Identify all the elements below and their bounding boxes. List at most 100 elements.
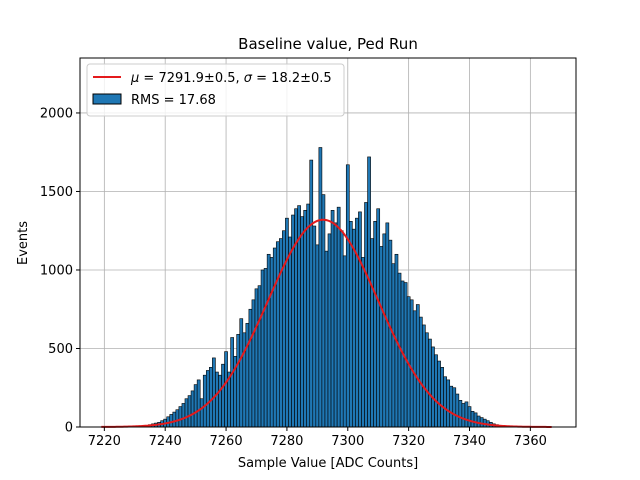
x-axis-label: Sample Value [ADC Counts] bbox=[238, 456, 418, 471]
histogram-bar bbox=[175, 409, 180, 428]
histogram-bar bbox=[309, 159, 314, 428]
x-tick-label: 7320 bbox=[392, 434, 425, 449]
histogram-bar bbox=[260, 269, 265, 428]
histogram-bar bbox=[172, 411, 177, 428]
histogram-bar bbox=[434, 354, 438, 428]
histogram-bar bbox=[236, 334, 241, 428]
histogram-bar bbox=[193, 384, 198, 428]
legend-mu-value: = 7291.9±0.5, bbox=[139, 71, 243, 86]
x-axis-ticks: 7220 7240 7260 7280 7300 7320 7340 7360 bbox=[88, 427, 547, 449]
histogram-bar bbox=[300, 216, 304, 428]
histogram-bar bbox=[418, 316, 423, 428]
histogram-bar bbox=[248, 308, 253, 428]
histogram-bar bbox=[479, 417, 484, 428]
histogram-bar bbox=[373, 221, 377, 428]
histogram-bar bbox=[358, 211, 362, 428]
histogram-bar bbox=[452, 387, 457, 428]
x-tick-label: 7220 bbox=[88, 434, 121, 449]
histogram-bar bbox=[282, 230, 286, 428]
histogram-bar bbox=[306, 203, 311, 428]
histogram-bar bbox=[437, 360, 441, 428]
legend: μ = 7291.9±0.5, σ = 18.2±0.5 RMS = 17.68 bbox=[86, 63, 345, 117]
histogram-bar bbox=[391, 263, 396, 428]
histogram-bar bbox=[184, 398, 189, 428]
legend-box bbox=[86, 63, 345, 117]
histogram-bar bbox=[370, 238, 374, 428]
histogram-bar bbox=[428, 338, 432, 428]
histogram-bar bbox=[440, 367, 444, 428]
histogram-bar bbox=[288, 236, 292, 428]
histogram-bar bbox=[218, 374, 222, 428]
histogram-bar bbox=[333, 222, 338, 428]
histogram-bar bbox=[327, 233, 332, 428]
x-tick-label: 7240 bbox=[149, 434, 182, 449]
histogram-bar bbox=[272, 247, 277, 428]
histogram-bar bbox=[239, 318, 244, 428]
histogram-bar bbox=[449, 385, 454, 428]
histogram-bar bbox=[342, 255, 347, 428]
histogram-bar bbox=[190, 390, 195, 428]
histogram-bar bbox=[263, 268, 268, 428]
histogram-bar bbox=[199, 398, 204, 428]
histogram-bar bbox=[230, 337, 234, 428]
gaussian-fit-curve bbox=[101, 218, 552, 428]
histogram-bar bbox=[425, 332, 429, 428]
histogram-bar bbox=[254, 288, 259, 428]
y-axis-ticks: 0 500 1000 1500 2000 bbox=[40, 106, 80, 436]
histogram-bar bbox=[318, 147, 323, 428]
legend-hist-label: RMS = 17.68 bbox=[131, 93, 216, 108]
histogram-bar bbox=[202, 374, 207, 428]
y-tick-label: 1500 bbox=[40, 185, 73, 200]
y-tick-label: 0 bbox=[65, 421, 73, 436]
histogram-bar bbox=[422, 324, 426, 428]
histogram-bar bbox=[242, 332, 247, 428]
histogram-bar bbox=[269, 257, 274, 428]
histogram-bar bbox=[409, 299, 414, 428]
histogram-bar bbox=[431, 346, 435, 428]
histogram-bar bbox=[336, 206, 341, 428]
histogram-bar bbox=[476, 415, 481, 428]
histogram-bar bbox=[364, 202, 368, 428]
histogram-bar bbox=[181, 403, 186, 428]
histogram-bar bbox=[412, 310, 417, 428]
histogram-bar bbox=[279, 238, 283, 428]
x-tick-label: 7280 bbox=[270, 434, 303, 449]
histogram-bar bbox=[379, 246, 384, 428]
histogram-bar bbox=[443, 376, 447, 428]
histogram-bar bbox=[303, 210, 307, 428]
histogram-bar bbox=[345, 164, 350, 428]
legend-sigma-value: = 18.2±0.5 bbox=[252, 71, 332, 86]
histogram-bar bbox=[324, 250, 329, 428]
histogram-bar bbox=[361, 257, 365, 428]
y-tick-label: 500 bbox=[48, 342, 73, 357]
legend-mu-symbol: μ bbox=[130, 71, 139, 86]
histogram-bar bbox=[464, 401, 469, 428]
histogram-bar bbox=[266, 253, 271, 428]
histogram-bar bbox=[212, 357, 216, 428]
legend-hist-swatch bbox=[92, 93, 122, 105]
histogram-bar bbox=[339, 230, 344, 428]
histogram-bar bbox=[275, 241, 280, 428]
histogram-bar bbox=[473, 412, 478, 428]
histogram-bar bbox=[251, 299, 256, 428]
histogram-bar bbox=[178, 406, 183, 428]
legend-fit-label: μ = 7291.9±0.5, σ = 18.2±0.5 bbox=[130, 71, 332, 86]
histogram-bar bbox=[382, 233, 387, 428]
x-tick-label: 7360 bbox=[514, 434, 547, 449]
histogram-bar bbox=[221, 363, 225, 428]
histogram-bar bbox=[455, 393, 460, 428]
histogram-bar bbox=[446, 379, 451, 428]
x-tick-label: 7300 bbox=[331, 434, 364, 449]
histogram-bar bbox=[169, 414, 174, 428]
histogram-bar bbox=[458, 400, 463, 428]
histogram-bar bbox=[415, 304, 420, 428]
histogram-bar bbox=[461, 403, 466, 428]
histogram-bar bbox=[367, 156, 371, 428]
histogram-bar bbox=[312, 225, 317, 428]
histogram-bar bbox=[388, 239, 393, 428]
histogram-bar bbox=[224, 351, 228, 428]
histogram-bar bbox=[352, 228, 356, 428]
histogram-bar bbox=[257, 285, 262, 428]
legend-sigma-symbol: σ bbox=[244, 71, 253, 86]
